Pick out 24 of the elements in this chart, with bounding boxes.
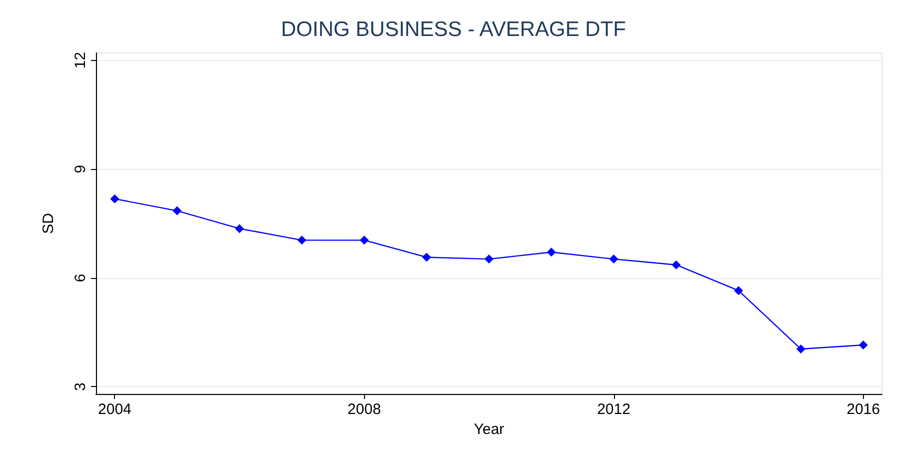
y-tick-label: 6 [72, 274, 89, 282]
chart-title: DOING BUSINESS - AVERAGE DTF [280, 18, 626, 41]
y-tick-label: 12 [72, 52, 89, 69]
point [484, 254, 494, 264]
point [672, 260, 681, 270]
y-axis-title: SD [40, 212, 57, 234]
point [234, 224, 244, 234]
x-axis-title: Year [474, 420, 504, 438]
point [297, 236, 306, 245]
x-tick-label: 2008 [348, 401, 381, 418]
x-tick-label: 2004 [98, 401, 132, 418]
point [796, 344, 806, 354]
point [172, 206, 182, 216]
y-tick-label: 9 [72, 164, 89, 174]
point [110, 194, 120, 204]
point [360, 236, 369, 245]
y-tick-label: 3 [72, 382, 89, 391]
x-tick-label: 2016 [846, 401, 880, 418]
x-tick-label: 2012 [597, 401, 630, 418]
point [609, 254, 618, 264]
point [734, 286, 744, 296]
point [858, 340, 868, 350]
point [546, 248, 556, 257]
point [422, 252, 432, 262]
